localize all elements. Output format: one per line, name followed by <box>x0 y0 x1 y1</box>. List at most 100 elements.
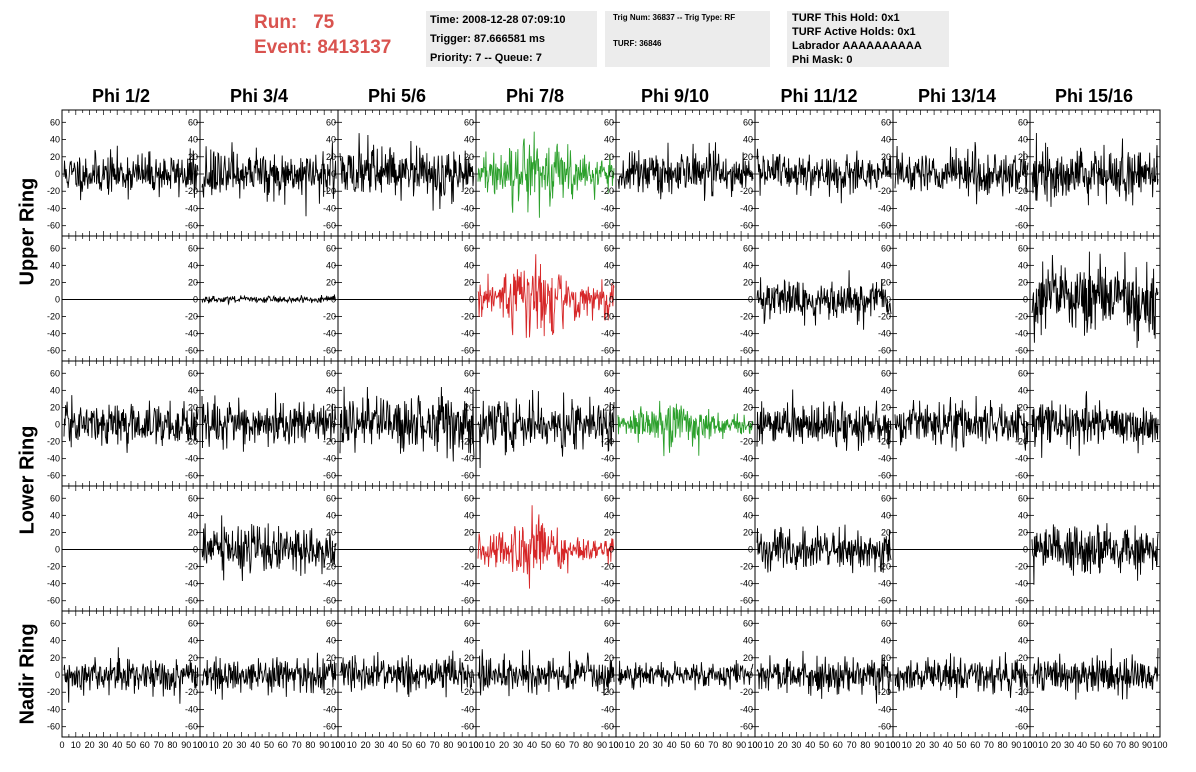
waveform-noise <box>894 141 1029 205</box>
x-tick-label: 40 <box>250 740 260 750</box>
y-tick-label: 40 <box>881 135 891 145</box>
y-tick-label: 20 <box>50 277 60 287</box>
x-tick-label: 90 <box>181 740 191 750</box>
x-tick-label: 10 <box>347 740 357 750</box>
y-tick-label: -40 <box>1015 579 1028 589</box>
panel-r2-c2: -60 -40 -20 0 20 40 60 <box>185 235 339 362</box>
y-tick-label: 0 <box>193 670 198 680</box>
event-value: 8413137 <box>317 37 392 58</box>
y-tick-label: 40 <box>50 135 60 145</box>
y-tick-label: -40 <box>185 203 198 213</box>
y-tick-label: -20 <box>740 186 753 196</box>
y-tick-label: 0 <box>748 545 753 555</box>
y-tick-label: 60 <box>326 618 336 628</box>
y-tick-label: 20 <box>50 402 60 412</box>
waveform-noise <box>477 389 615 469</box>
y-tick-label: -20 <box>601 562 614 572</box>
x-tick-label: 0 <box>613 740 618 750</box>
x-tick-label: 40 <box>667 740 677 750</box>
waveform-noise <box>756 389 892 451</box>
y-tick-label: 60 <box>464 117 474 127</box>
run-event-box: Run: 75 Event: 8413137 <box>254 10 391 60</box>
panel-r1-c1: -60 -40 -20 0 20 40 60 <box>47 109 201 237</box>
x-tick-label: 70 <box>430 740 440 750</box>
panel-r4-c2: -60 -40 -20 0 20 40 60 <box>185 485 339 612</box>
y-tick-label: 20 <box>604 527 614 537</box>
panel-frame <box>337 235 477 362</box>
waveform-red <box>477 254 615 338</box>
panel-r3-c4: -60 -40 -20 0 20 40 60 <box>461 360 617 487</box>
y-tick-label: -20 <box>740 687 753 697</box>
y-tick-label: -60 <box>601 221 614 231</box>
x-tick-label: 90 <box>736 740 746 750</box>
y-tick-label: -40 <box>323 203 336 213</box>
y-tick-label: 0 <box>1023 670 1028 680</box>
y-tick-label: -20 <box>461 312 474 322</box>
y-tick-label: -40 <box>1015 203 1028 213</box>
phi-header-8: Phi 15/16 <box>1054 86 1134 106</box>
x-tick-label: 20 <box>361 740 371 750</box>
y-tick-label: -40 <box>601 454 614 464</box>
y-tick-label: -60 <box>461 722 474 732</box>
y-tick-label: -60 <box>185 596 198 606</box>
waveform-noise <box>201 294 337 306</box>
y-tick-label: -40 <box>185 329 198 339</box>
x-tick-label: 70 <box>292 740 302 750</box>
y-tick-label: -20 <box>323 312 336 322</box>
y-tick-label: 20 <box>464 653 474 663</box>
y-tick-label: -40 <box>601 704 614 714</box>
x-tick-label: 0 <box>752 740 757 750</box>
y-tick-label: -20 <box>1015 186 1028 196</box>
x-tick-label: 60 <box>140 740 150 750</box>
y-tick-label: -40 <box>47 329 60 339</box>
waveform-green <box>477 131 615 218</box>
y-tick-label: -20 <box>185 437 198 447</box>
y-tick-label: 0 <box>748 420 753 430</box>
y-tick-label: 60 <box>604 493 614 503</box>
x-tick-label: 30 <box>236 740 246 750</box>
y-tick-label: -20 <box>461 186 474 196</box>
panel-r4-c1: -60 -40 -20 0 20 40 60 <box>47 485 201 612</box>
y-tick-label: 20 <box>743 527 753 537</box>
y-tick-label: 40 <box>743 385 753 395</box>
y-tick-label: 40 <box>743 135 753 145</box>
y-tick-label: 0 <box>331 670 336 680</box>
y-tick-label: -40 <box>878 579 891 589</box>
y-tick-label: 60 <box>1018 368 1028 378</box>
x-tick-label: 100 <box>330 740 345 750</box>
y-tick-label: 60 <box>464 618 474 628</box>
y-tick-label: 40 <box>1018 385 1028 395</box>
x-tick-label: 60 <box>416 740 426 750</box>
y-tick-label: -40 <box>185 454 198 464</box>
panel-r1-c3: -60 -40 -20 0 20 40 60 <box>323 109 477 237</box>
y-tick-label: 60 <box>743 368 753 378</box>
y-tick-label: 60 <box>881 618 891 628</box>
y-tick-label: 40 <box>1018 260 1028 270</box>
y-tick-label: 20 <box>326 402 336 412</box>
waveform-noise <box>756 270 892 330</box>
y-tick-label: 40 <box>326 510 336 520</box>
y-tick-label: 20 <box>881 527 891 537</box>
y-tick-label: 60 <box>50 618 60 628</box>
y-tick-label: 0 <box>609 545 614 555</box>
y-tick-label: -40 <box>461 704 474 714</box>
y-tick-label: 60 <box>326 117 336 127</box>
x-tick-label: 100 <box>885 740 900 750</box>
y-tick-label: -40 <box>1015 329 1028 339</box>
x-tick-label: 20 <box>499 740 509 750</box>
y-tick-label: -40 <box>878 329 891 339</box>
y-tick-label: 20 <box>604 152 614 162</box>
y-tick-label: -20 <box>323 687 336 697</box>
y-tick-label: -20 <box>601 312 614 322</box>
y-tick-label: 20 <box>188 527 198 537</box>
y-tick-label: 0 <box>469 295 474 305</box>
time-info-box: Time: 2008-12-28 07:09:10 Trigger: 87.66… <box>426 11 597 67</box>
x-tick-label: 10 <box>625 740 635 750</box>
waveform-noise <box>201 652 337 700</box>
y-tick-label: 20 <box>743 402 753 412</box>
y-tick-label: -20 <box>1015 312 1028 322</box>
y-tick-label: -40 <box>601 329 614 339</box>
panel-r2-c5: -60 -40 -20 0 20 40 60 <box>601 235 756 362</box>
x-tick-label: 30 <box>929 740 939 750</box>
y-tick-label: 40 <box>881 510 891 520</box>
